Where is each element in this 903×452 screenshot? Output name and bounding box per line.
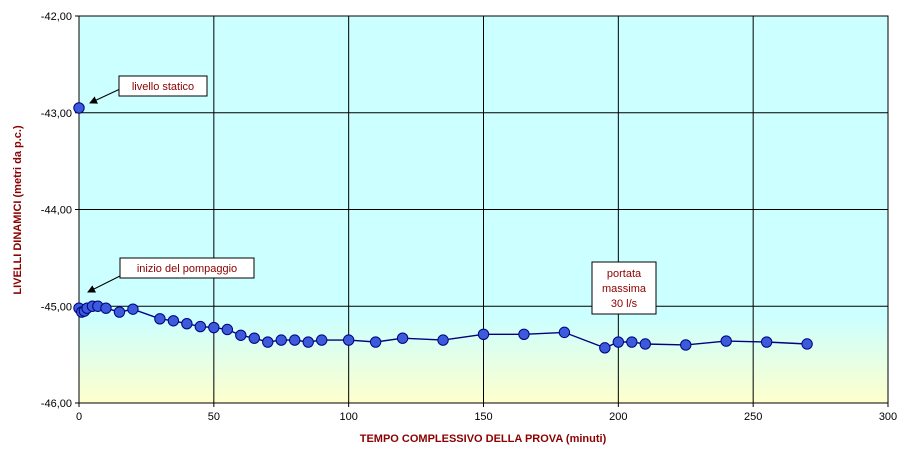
data-point	[235, 329, 247, 341]
annotation-livello-statico: livello statico	[89, 75, 208, 104]
data-point-static-level	[73, 102, 85, 114]
data-point	[194, 320, 207, 333]
data-point	[720, 335, 732, 347]
data-point	[599, 342, 611, 354]
data-point	[208, 321, 220, 334]
annotation-portata-line-2: massima	[602, 283, 647, 295]
data-point	[167, 315, 180, 327]
x-tick-label: 50	[208, 411, 220, 423]
annotation-portata-line-3: 30 l/s	[611, 298, 638, 310]
y-tick-label: -42,00	[41, 11, 72, 23]
grid-lines	[79, 16, 888, 403]
x-tick-label: 100	[339, 411, 357, 423]
annotation-livello-statico-text: livello statico	[132, 81, 194, 93]
data-point	[342, 334, 355, 346]
y-axis-title: LIVELLI DINAMICI (metri da p.c.)	[12, 125, 24, 295]
data-point	[801, 338, 813, 350]
data-point	[262, 336, 274, 348]
data-point	[127, 303, 139, 315]
data-point	[558, 326, 571, 339]
data-point	[221, 323, 234, 336]
annotation-inizio-pompaggio-text: inizio del pompaggio	[137, 263, 237, 275]
y-tick-label: -45,00	[41, 301, 72, 313]
data-point	[316, 334, 328, 346]
data-point	[477, 328, 490, 341]
y-tick-label: -46,00	[41, 398, 72, 410]
data-point	[437, 334, 449, 346]
data-point	[760, 336, 773, 348]
x-tick-label: 150	[474, 411, 492, 423]
data-points	[73, 102, 813, 354]
x-axis-title: TEMPO COMPLESSIVO DELLA PROVA (minuti)	[360, 433, 607, 445]
data-point	[248, 332, 260, 344]
data-point	[612, 336, 625, 348]
data-point	[626, 336, 638, 348]
data-point	[518, 328, 530, 341]
data-point	[113, 306, 126, 318]
data-point	[275, 334, 287, 346]
x-tick-label: 200	[609, 411, 627, 423]
annotation-inizio-pompaggio: inizio del pompaggio	[87, 257, 255, 293]
annotation-portata-line-1: portata	[607, 268, 642, 280]
x-tick-label: 250	[744, 411, 762, 423]
data-point	[302, 336, 314, 348]
y-tick-label: -44,00	[41, 205, 72, 217]
data-point	[639, 338, 651, 350]
tick-labels: 0 50 100 150 200 250 300 -42,00 -43,00 -44,00 -45,…	[41, 11, 897, 423]
x-tick-label: 0	[76, 411, 82, 423]
data-point	[289, 334, 301, 346]
x-tick-label: 300	[879, 411, 897, 423]
data-point	[680, 339, 692, 351]
data-point	[100, 302, 112, 314]
data-point	[369, 336, 382, 348]
annotation-portata: portata massima 30 l/s	[591, 261, 657, 315]
data-point	[154, 313, 166, 325]
data-point	[396, 332, 409, 344]
data-point	[181, 317, 193, 330]
y-tick-label: -43,00	[41, 108, 72, 120]
